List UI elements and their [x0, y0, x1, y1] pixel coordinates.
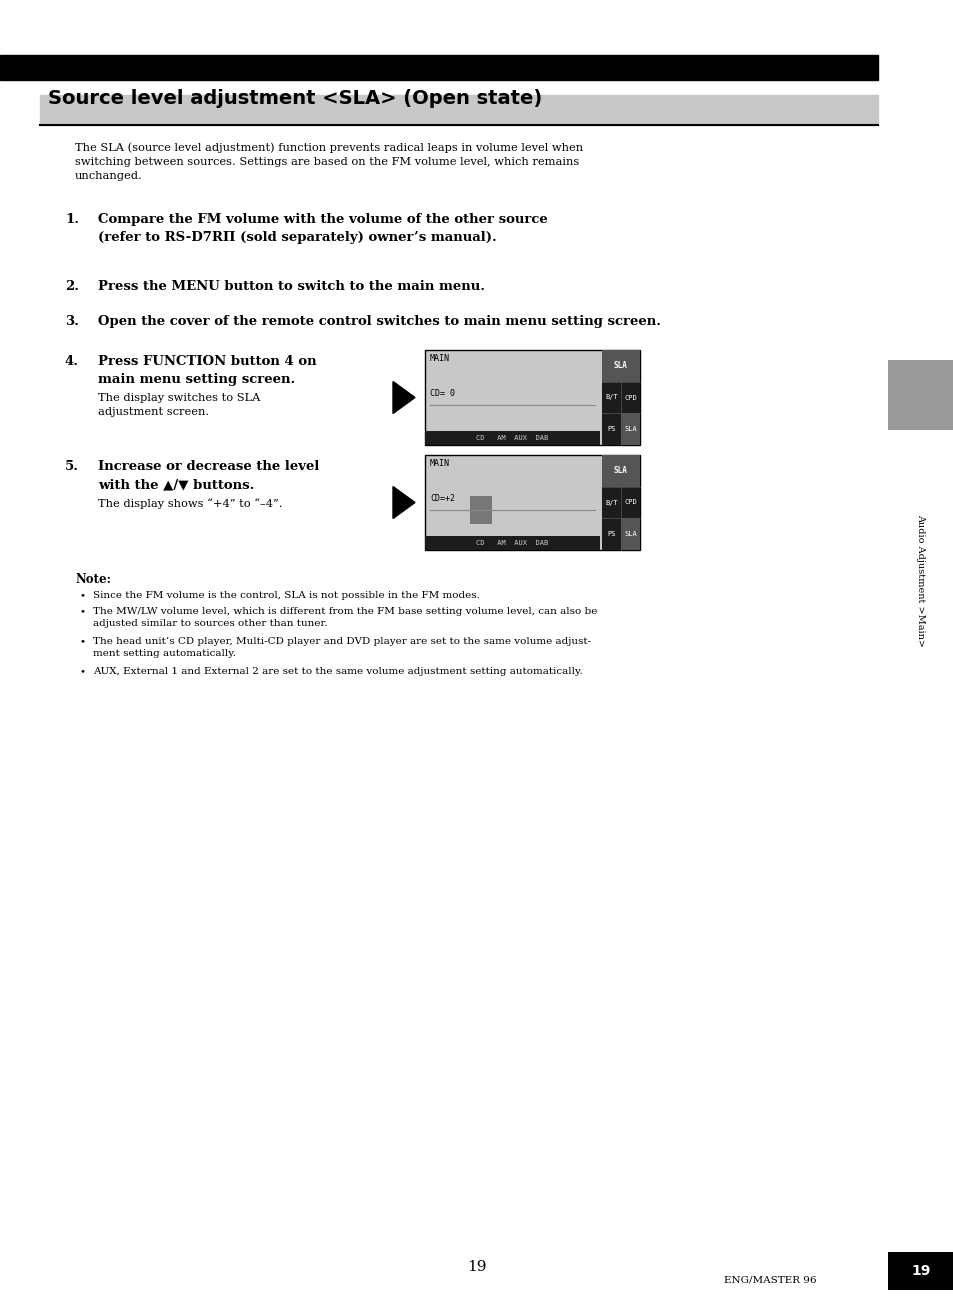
Bar [424, 350, 639, 444]
Bar [601, 455, 639, 550]
Text: 19: 19 [467, 1260, 486, 1274]
Bar [424, 536, 599, 550]
Text: SLA: SLA [623, 426, 637, 433]
Text: SLA: SLA [614, 467, 627, 476]
Text: SLA: SLA [623, 531, 637, 537]
Bar [424, 455, 639, 550]
Bar [601, 350, 639, 444]
Bar [620, 519, 639, 550]
Text: CD   AM  AUX  DAB: CD AM AUX DAB [476, 540, 548, 546]
Text: Since the FM volume is the control, SLA is not possible in the FM modes.: Since the FM volume is the control, SLA … [92, 591, 479, 600]
Text: The MW/LW volume level, which is different from the FM base setting volume level: The MW/LW volume level, which is differe… [92, 606, 597, 627]
Polygon shape [393, 382, 415, 413]
Text: Press FUNCTION button 4 on
main menu setting screen.: Press FUNCTION button 4 on main menu set… [98, 356, 316, 386]
Text: 5.: 5. [65, 460, 79, 473]
Text: The head unit’s CD player, Multi-CD player and DVD player are set to the same vo: The head unit’s CD player, Multi-CD play… [92, 637, 591, 657]
Text: The display shows “+4” to “–4”.: The display shows “+4” to “–4”. [98, 498, 282, 508]
Text: •: • [80, 591, 86, 600]
Bar [887, 1252, 953, 1290]
Text: CPD: CPD [623, 395, 637, 400]
Text: Increase or decrease the level
with the ▲/▼ buttons.: Increase or decrease the level with the … [98, 460, 319, 491]
Text: AUX, External 1 and External 2 are set to the same volume adjustment setting aut: AUX, External 1 and External 2 are set t… [92, 667, 582, 676]
Text: The SLA (source level adjustment) function prevents radical leaps in volume leve: The SLA (source level adjustment) functi… [75, 142, 582, 182]
Text: Audio Adjustment >Main>: Audio Adjustment >Main> [916, 514, 924, 647]
Text: B/T: B/T [604, 499, 618, 506]
Text: SLA: SLA [614, 361, 627, 370]
Text: Open the cover of the remote control switches to main menu setting screen.: Open the cover of the remote control swi… [98, 315, 660, 328]
Text: •: • [80, 667, 86, 676]
Text: 2.: 2. [65, 280, 79, 293]
Text: PS: PS [607, 531, 615, 537]
Text: CD   AM  AUX  DAB: CD AM AUX DAB [476, 435, 548, 440]
Bar [40, 95, 877, 125]
Bar [620, 413, 639, 444]
Bar [601, 455, 639, 486]
Text: ENG/MASTER 96: ENG/MASTER 96 [723, 1276, 816, 1285]
Text: Source level adjustment <SLA> (Open state): Source level adjustment <SLA> (Open stat… [48, 89, 541, 107]
Bar [424, 455, 639, 550]
Text: 3.: 3. [65, 315, 79, 328]
Text: CD=+2: CD=+2 [430, 494, 455, 503]
Text: Note:: Note: [75, 572, 111, 586]
Text: CPD: CPD [623, 499, 637, 506]
Text: MAIN: MAIN [430, 459, 450, 468]
Polygon shape [393, 486, 415, 519]
Bar [424, 350, 639, 444]
Text: Compare the FM volume with the volume of the other source
(refer to RS-D7RΠ (sol: Compare the FM volume with the volume of… [98, 213, 547, 244]
Bar [887, 359, 953, 430]
Text: B/T: B/T [604, 395, 618, 400]
Bar [424, 431, 599, 444]
Text: 1.: 1. [65, 213, 79, 226]
Text: 4.: 4. [65, 356, 79, 369]
Text: 19: 19 [910, 1264, 930, 1278]
Bar [601, 350, 639, 382]
Bar [0, 55, 877, 80]
Bar [470, 495, 492, 524]
Text: MAIN: MAIN [430, 354, 450, 363]
Text: Press the MENU button to switch to the main menu.: Press the MENU button to switch to the m… [98, 280, 484, 293]
Text: CD= 0: CD= 0 [430, 389, 455, 399]
Text: PS: PS [607, 426, 615, 433]
Text: •: • [80, 637, 86, 646]
Text: The display switches to SLA
adjustment screen.: The display switches to SLA adjustment s… [98, 393, 260, 417]
Text: •: • [80, 606, 86, 616]
